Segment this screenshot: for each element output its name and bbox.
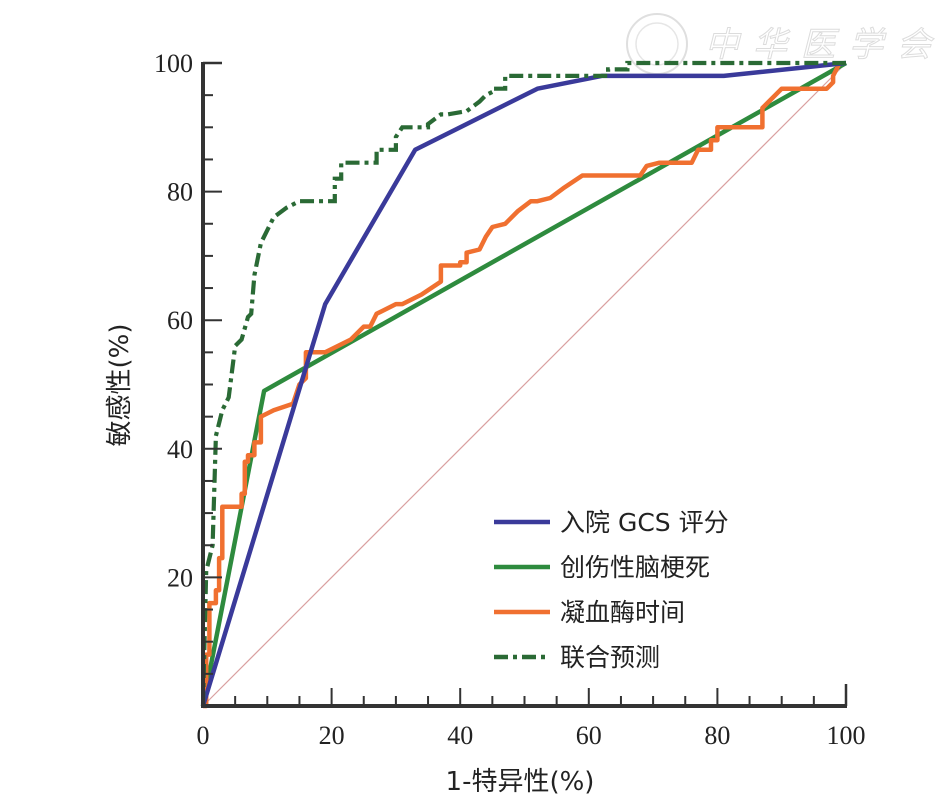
x-tick-label: 0	[197, 721, 210, 750]
x-tick-label: 60	[576, 721, 602, 750]
x-tick-label: 20	[319, 721, 345, 750]
plot-area	[200, 60, 848, 709]
watermark: 中华医学会	[626, 13, 945, 75]
y-tick-label: 80	[167, 178, 193, 207]
y-tick-label: 40	[167, 435, 193, 464]
y-tick-label: 100	[154, 49, 193, 78]
x-tick-label: 100	[827, 721, 866, 750]
legend-label-2: 创伤性脑梗死	[560, 553, 710, 582]
x-tick-label: 80	[704, 721, 730, 750]
x-tick-label: 40	[447, 721, 473, 750]
y-tick-label: 20	[167, 563, 193, 592]
legend-label-4: 联合预测	[560, 643, 660, 672]
y-axis-title: 敏感性(%)	[105, 324, 135, 447]
series-line-3	[203, 61, 842, 709]
reference-diagonal-line	[202, 62, 847, 707]
y-tick-label: 60	[167, 306, 193, 335]
legend-label-3: 凝血酶时间	[560, 598, 685, 627]
series-line-4	[200, 60, 846, 707]
series-line-2	[200, 61, 848, 707]
series-line-1	[200, 60, 847, 707]
watermark-text: 中华医学会	[705, 25, 945, 65]
x-axis-title: 1-特异性(%)	[446, 767, 595, 797]
axes: 0 20 40 60 80 100 20 40 60 80 100	[154, 49, 866, 750]
legend-label-1: 入院 GCS 评分	[560, 508, 729, 537]
